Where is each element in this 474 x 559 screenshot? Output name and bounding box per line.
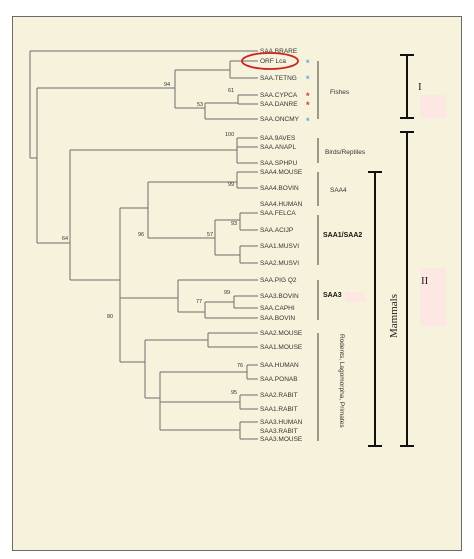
taxon-label: SAA.TETNG xyxy=(260,75,297,82)
taxon-label: SAA.9AVES xyxy=(260,135,296,142)
taxon-label: SAA.ACIJP xyxy=(260,227,293,234)
taxon-label: SAA.CYPCA xyxy=(260,92,298,99)
taxon-label: SAA.CAPHI xyxy=(260,305,295,312)
taxon-label: SAA2.RABIT xyxy=(260,392,298,399)
highlight-circle xyxy=(241,52,299,70)
bootstrap-value: 94 xyxy=(164,82,170,88)
taxon-label: SAA3.MOUSE xyxy=(260,436,303,443)
clade-box xyxy=(345,292,365,302)
bootstrap-value: 57 xyxy=(207,232,213,238)
clade-label-two: II xyxy=(421,275,429,287)
clade-box xyxy=(420,268,446,326)
group-label-birds: Birds/Reptiles xyxy=(325,149,366,156)
figure-panel xyxy=(12,16,462,551)
taxon-label: SAA3.RABIT xyxy=(260,428,298,435)
group-brackets xyxy=(317,54,414,447)
clade-box xyxy=(420,95,446,118)
bootstrap-value: 61 xyxy=(228,88,234,94)
taxon-label: SAA1.MUSVI xyxy=(260,243,299,250)
blue-asterisk: * xyxy=(306,58,310,68)
blue-asterisk: * xyxy=(306,74,310,84)
taxon-label: SAA.DANRE xyxy=(260,101,298,108)
clade-label-one: I xyxy=(418,81,422,93)
bootstrap-value: 64 xyxy=(62,236,68,242)
taxon-label: SAA4.HUMAN xyxy=(260,201,303,208)
taxon-label: SAA.BRARE xyxy=(260,48,298,55)
group-label-mammals: Mammals xyxy=(388,294,400,338)
tree-branches xyxy=(29,50,258,440)
taxon-label: SAA.FELCA xyxy=(260,210,296,217)
bootstrap-value: 100 xyxy=(225,132,234,138)
group-label-saa1-saa2: SAA1/SAA2 xyxy=(323,232,362,239)
taxon-label: SAA.HUMAN xyxy=(260,362,299,369)
bootstrap-value: 99 xyxy=(224,290,230,296)
taxon-label: SAA.BOVIN xyxy=(260,315,295,322)
bootstrap-value: 77 xyxy=(196,299,202,305)
group-label-saa4: SAA4 xyxy=(330,187,347,194)
group-label-rodents: Rodents, Lagomorpha, Primates xyxy=(338,334,345,428)
taxon-label: SAA1.RABIT xyxy=(260,406,298,413)
taxon-label: SAA.SPHPU xyxy=(260,160,298,167)
taxon-label: SAA.ANAPL xyxy=(260,144,297,151)
bootstrap-value: 93 xyxy=(231,221,237,227)
bootstrap-value: 99 xyxy=(228,182,234,188)
taxon-label: SAA4.BOVIN xyxy=(260,185,299,192)
blue-asterisk: * xyxy=(306,116,310,126)
taxon-label: SAA3.HUMAN xyxy=(260,419,303,426)
taxon-label: SAA3.BOVIN xyxy=(260,293,299,300)
taxon-label: SAA.ONCMY xyxy=(260,116,300,123)
bootstrap-value: 80 xyxy=(107,314,113,320)
taxon-label: SAA1.MOUSE xyxy=(260,344,303,351)
bootstrap-value: 95 xyxy=(231,390,237,396)
red-asterisk: * xyxy=(306,91,310,101)
bootstrap-value: 96 xyxy=(138,232,144,238)
bootstrap-value: 76 xyxy=(237,363,243,369)
red-asterisk: * xyxy=(306,100,310,110)
group-label-saa3: SAA3 xyxy=(323,292,342,299)
bootstrap-value: 53 xyxy=(197,102,203,108)
taxon-label: ORF Lca xyxy=(260,58,286,65)
taxon-label: SAA2.MUSVI xyxy=(260,260,299,267)
taxon-label: SAA.PONAB xyxy=(260,376,298,383)
taxon-label: SAA.PIG Q2 xyxy=(260,277,297,284)
taxon-label: SAA4.MOUSE xyxy=(260,169,303,176)
taxon-label: SAA2.MOUSE xyxy=(260,330,303,337)
group-label-fishes: Fishes xyxy=(330,89,350,96)
